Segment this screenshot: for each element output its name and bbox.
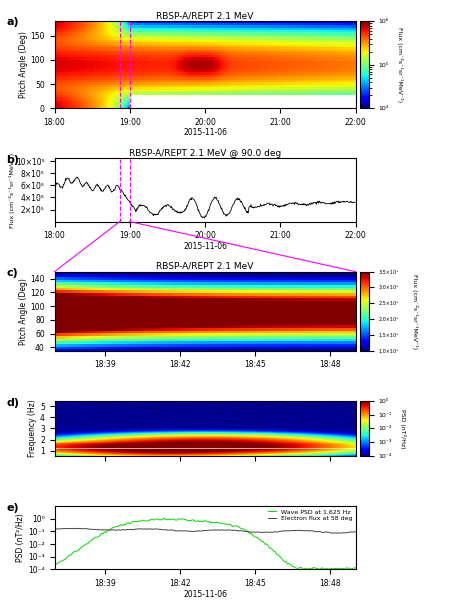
Title: RBSP-A/REPT 2.1 MeV @ 90.0 deg: RBSP-A/REPT 2.1 MeV @ 90.0 deg (129, 149, 281, 158)
Wave PSD at 1.625 Hz (108, 526, 113, 533)
Electron flux at 58 deg (353, 529, 358, 536)
X-axis label: 2015-11-06: 2015-11-06 (183, 590, 227, 599)
Text: a): a) (6, 17, 19, 27)
Electron flux at 58 deg (64, 525, 70, 532)
Electron flux at 58 deg (328, 529, 334, 537)
Electron flux at 58 deg (77, 525, 83, 532)
Text: b): b) (6, 155, 19, 165)
Electron flux at 58 deg (133, 525, 139, 532)
Y-axis label: Flux (cm⁻²s⁻¹sr⁻¹MeV⁻¹): Flux (cm⁻²s⁻¹sr⁻¹MeV⁻¹) (397, 27, 402, 102)
Y-axis label: Frequency (Hz): Frequency (Hz) (28, 400, 37, 457)
X-axis label: 2015-11-06: 2015-11-06 (183, 128, 227, 138)
Wave PSD at 1.625 Hz (52, 561, 57, 568)
Text: e): e) (6, 503, 19, 513)
X-axis label: 2015-11-06: 2015-11-06 (183, 242, 227, 251)
Legend: Wave PSD at 1.625 Hz, Electron flux at 58 deg: Wave PSD at 1.625 Hz, Electron flux at 5… (268, 509, 352, 521)
Text: d): d) (6, 398, 19, 408)
Electron flux at 58 deg (337, 530, 343, 537)
Electron flux at 58 deg (52, 526, 57, 533)
Wave PSD at 1.625 Hz (353, 564, 358, 571)
Line: Wave PSD at 1.625 Hz: Wave PSD at 1.625 Hz (55, 518, 356, 569)
Title: RBSP-A/REPT 2.1 MeV: RBSP-A/REPT 2.1 MeV (156, 12, 254, 21)
Y-axis label: PSD (nT²/Hz): PSD (nT²/Hz) (16, 513, 25, 562)
Wave PSD at 1.625 Hz (316, 566, 322, 573)
Electron flux at 58 deg (340, 529, 346, 537)
Y-axis label: Flux (cm⁻²s⁻¹sr⁻¹MeV⁻¹): Flux (cm⁻²s⁻¹sr⁻¹MeV⁻¹) (9, 152, 15, 228)
Wave PSD at 1.625 Hz (132, 518, 137, 525)
Wave PSD at 1.625 Hz (64, 554, 70, 561)
Y-axis label: Flux (cm⁻²s⁻¹sr⁻¹MeV⁻¹): Flux (cm⁻²s⁻¹sr⁻¹MeV⁻¹) (412, 273, 418, 349)
Text: c): c) (6, 268, 18, 278)
Wave PSD at 1.625 Hz (70, 549, 75, 557)
Wave PSD at 1.625 Hz (340, 565, 346, 572)
Wave PSD at 1.625 Hz (330, 565, 336, 572)
Electron flux at 58 deg (70, 525, 75, 532)
Wave PSD at 1.625 Hz (162, 515, 168, 522)
Title: RBSP-A/REPT 2.1 MeV: RBSP-A/REPT 2.1 MeV (156, 262, 254, 271)
Electron flux at 58 deg (109, 526, 115, 533)
Y-axis label: Pitch Angle (Deg): Pitch Angle (Deg) (18, 278, 27, 345)
Line: Electron flux at 58 deg: Electron flux at 58 deg (55, 529, 356, 533)
Y-axis label: Pitch Angle (Deg): Pitch Angle (Deg) (18, 31, 27, 98)
Y-axis label: PSD (nT²/Hz): PSD (nT²/Hz) (400, 409, 406, 448)
